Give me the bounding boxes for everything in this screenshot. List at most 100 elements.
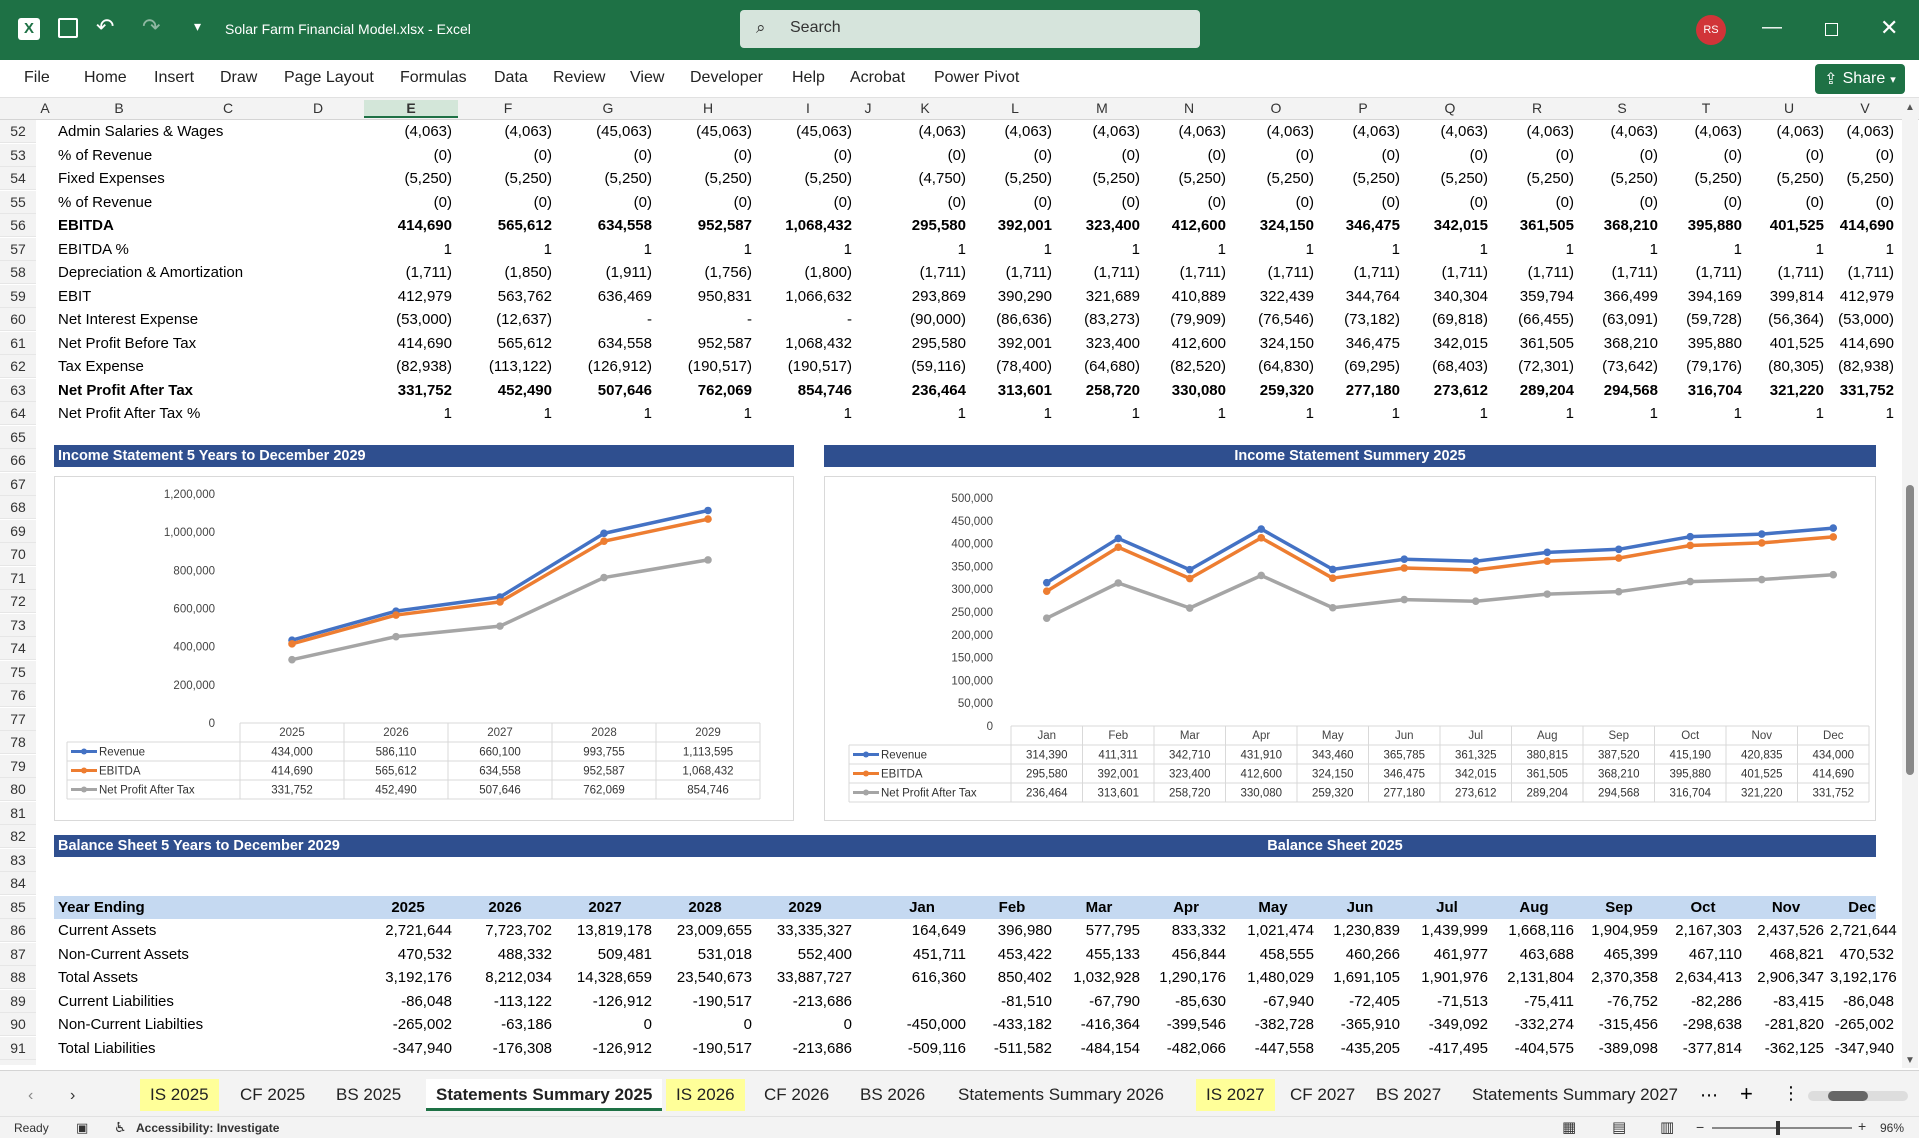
zoom-out-icon[interactable]: − — [1696, 1119, 1705, 1135]
cell-value[interactable]: 1 — [1733, 240, 1742, 258]
column-header-l[interactable]: L — [1011, 100, 1019, 116]
row-header[interactable]: 68 — [0, 496, 36, 519]
cell-value[interactable]: (4,063) — [1178, 123, 1226, 140]
data-point[interactable] — [704, 515, 712, 523]
bs-cell-value[interactable]: 463,688 — [1519, 945, 1574, 963]
cell-value[interactable]: (78,400) — [996, 358, 1052, 375]
row-header[interactable]: 72 — [0, 590, 36, 613]
cell-value[interactable]: (45,063) — [696, 123, 752, 140]
data-point[interactable] — [1686, 532, 1695, 541]
bs-cell-value[interactable]: 2,167,303 — [1675, 922, 1742, 939]
bs-cell-value[interactable]: 1,480,029 — [1247, 969, 1314, 986]
cell-value[interactable]: (79,909) — [1170, 311, 1226, 328]
cell-value[interactable]: (1,850) — [504, 264, 552, 281]
cell-value[interactable]: 401,525 — [1769, 217, 1824, 234]
cell-value[interactable]: (4,063) — [1266, 123, 1314, 140]
sheet-tab-is-2027[interactable]: IS 2027 — [1196, 1079, 1275, 1111]
bs-cell-value[interactable]: 2,544,222 — [1748, 1060, 1824, 1065]
bs-cell-value[interactable]: 0 — [643, 1016, 652, 1033]
row-label[interactable]: Net Profit Before Tax — [58, 334, 197, 352]
cell-value[interactable]: 1 — [957, 240, 966, 258]
series-line-net-profit-after-tax[interactable] — [1045, 572, 1834, 620]
row-header[interactable]: 67 — [0, 472, 36, 496]
data-point[interactable] — [1400, 555, 1409, 564]
row-label[interactable]: EBITDA — [58, 217, 114, 234]
series-line-ebitda[interactable] — [1045, 535, 1834, 593]
cell-value[interactable]: (69,295) — [1344, 358, 1400, 375]
cell-value[interactable]: (5,250) — [1178, 170, 1226, 187]
cell-value[interactable]: (1,711) — [1005, 264, 1052, 281]
bs-cell-value[interactable]: -349,092 — [1428, 1016, 1488, 1033]
cell-value[interactable]: 1 — [1649, 405, 1658, 422]
bs-cell-value[interactable]: 551,884 — [1058, 1060, 1140, 1065]
cell-value[interactable]: 1 — [1479, 405, 1488, 422]
cell-value[interactable]: 401,525 — [1769, 334, 1824, 352]
bs-header-label[interactable]: Year Ending — [58, 898, 145, 916]
bs-cell-value[interactable]: -126,912 — [592, 992, 652, 1010]
bs-header-cell[interactable]: 2028 — [688, 898, 722, 916]
row-label[interactable]: EBITDA % — [58, 240, 129, 258]
cell-value[interactable]: 1 — [1565, 240, 1574, 258]
row-header[interactable]: 52 — [0, 120, 36, 143]
bs-cell-value[interactable]: -81,510 — [1001, 992, 1052, 1010]
bs-cell-value[interactable]: 465,399 — [1603, 945, 1658, 963]
bs-cell-value[interactable]: -213,686 — [792, 992, 852, 1010]
cell-value[interactable]: (4,063) — [504, 123, 552, 140]
column-header-i[interactable]: I — [806, 100, 810, 116]
row-label[interactable]: Fixed Expenses — [58, 170, 165, 187]
bs-cell-value[interactable]: 451,711 — [912, 945, 966, 963]
cell-value[interactable]: (5,250) — [704, 170, 752, 187]
menu-home[interactable]: Home — [84, 69, 127, 86]
row-header[interactable]: 91 — [0, 1036, 36, 1060]
cell-value[interactable]: 331,752 — [397, 381, 452, 399]
vertical-scrollbar[interactable]: ▲ ▼ — [1902, 100, 1918, 1068]
column-header-e[interactable]: E — [364, 100, 458, 118]
cell-value[interactable]: 1 — [1131, 240, 1140, 258]
bs-cell-value[interactable]: 23,009,655 — [676, 922, 752, 939]
menu-page-layout[interactable]: Page Layout — [284, 69, 374, 86]
column-header-o[interactable]: O — [1270, 100, 1282, 116]
cell-value[interactable]: 565,612 — [497, 217, 552, 234]
bs-cell-value[interactable]: 33,674,041 — [758, 1060, 852, 1065]
menu-acrobat[interactable]: Acrobat — [850, 69, 906, 86]
zoom-slider[interactable] — [1712, 1121, 1852, 1135]
cell-value[interactable]: 289,204 — [1519, 381, 1574, 399]
cell-value[interactable]: (0) — [1555, 193, 1574, 211]
cell-value[interactable]: (82,938) — [396, 358, 452, 375]
row-header[interactable]: 56 — [0, 214, 36, 237]
cell-value[interactable]: 1 — [1391, 240, 1400, 258]
page-break-view-icon[interactable]: ▥ — [1660, 1119, 1675, 1136]
cell-value[interactable]: 634,558 — [597, 217, 652, 234]
bs-cell-value[interactable]: -433,182 — [992, 1016, 1052, 1033]
bs-cell-value[interactable]: 1,727,229 — [1494, 1060, 1574, 1065]
bs-cell-value[interactable]: -416,364 — [1080, 1016, 1140, 1033]
bs-cell-value[interactable]: -82,286 — [1691, 992, 1742, 1010]
cell-value[interactable]: 399,814 — [1769, 287, 1824, 305]
cell-value[interactable]: 277,180 — [1345, 381, 1400, 399]
bs-header-cell[interactable]: Aug — [1519, 898, 1549, 916]
cell-value[interactable]: 324,150 — [1259, 334, 1314, 352]
bs-cell-value[interactable]: -298,638 — [1682, 1016, 1742, 1033]
cell-value[interactable]: (4,063) — [1694, 123, 1742, 140]
bs-cell-value[interactable]: -71,513 — [1437, 992, 1488, 1010]
cell-value[interactable]: (53,000) — [1838, 311, 1894, 328]
row-header[interactable]: 57 — [0, 237, 36, 261]
bs-cell-value[interactable]: 33,335,327 — [776, 922, 852, 939]
cell-value[interactable]: (56,364) — [1768, 311, 1824, 328]
cell-value[interactable]: (5,250) — [1526, 170, 1574, 187]
row-header[interactable]: 84 — [0, 872, 36, 895]
data-point[interactable] — [1829, 533, 1838, 541]
cell-value[interactable]: (4,063) — [404, 123, 452, 140]
data-point[interactable] — [392, 611, 400, 619]
cell-value[interactable]: - — [847, 311, 852, 328]
cell-value[interactable]: 1 — [743, 405, 752, 422]
cell-value[interactable]: (0) — [433, 193, 452, 211]
data-point[interactable] — [1757, 575, 1766, 584]
cell-value[interactable]: (59,728) — [1686, 311, 1742, 328]
sheet-tab-statements-summary-2026[interactable]: Statements Summary 2026 — [958, 1085, 1164, 1104]
page-layout-view-icon[interactable]: ▤ — [1612, 1119, 1627, 1136]
row-label[interactable]: EBIT — [58, 287, 92, 305]
bs-cell-value[interactable]: 552,400 — [797, 945, 852, 963]
cell-value[interactable]: (64,830) — [1258, 358, 1314, 375]
data-point[interactable] — [1042, 578, 1051, 587]
